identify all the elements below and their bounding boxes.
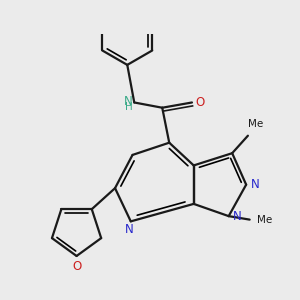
Text: O: O [196,96,205,109]
Text: Me: Me [257,214,272,225]
Text: H: H [125,102,133,112]
Text: N: N [124,95,133,108]
Text: N: N [233,210,242,223]
Text: N: N [250,178,259,191]
Text: Me: Me [248,119,263,129]
Text: O: O [72,260,81,273]
Text: N: N [124,223,134,236]
